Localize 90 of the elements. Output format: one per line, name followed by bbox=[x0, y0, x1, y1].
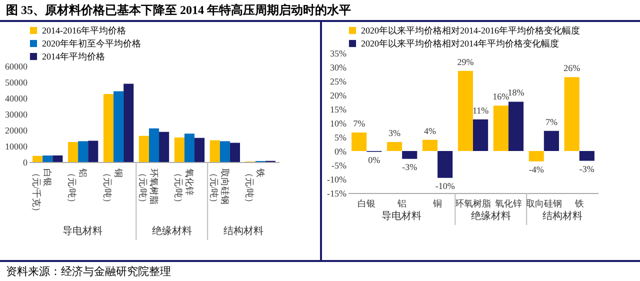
data-label: 7% bbox=[353, 118, 366, 129]
y-tick-label: -15% bbox=[327, 188, 347, 198]
bar bbox=[422, 140, 438, 151]
legend-label: 2014年平均价格 bbox=[42, 52, 105, 62]
x-tick-label: 铜（元/吨） bbox=[102, 168, 124, 208]
bar bbox=[402, 151, 418, 159]
bar bbox=[103, 94, 114, 162]
bar bbox=[220, 141, 230, 162]
bar bbox=[68, 142, 78, 162]
data-label: -3% bbox=[579, 164, 595, 174]
bar bbox=[194, 138, 205, 162]
bar bbox=[230, 142, 240, 162]
y-tick-label: 20000 bbox=[5, 126, 28, 136]
bar bbox=[579, 151, 594, 161]
bar bbox=[174, 138, 184, 162]
y-tick-label: 20% bbox=[330, 90, 347, 100]
bar bbox=[124, 84, 134, 162]
legend-label: 2014-2016年平均价格 bbox=[42, 26, 126, 36]
x-tick-label: 铁（元/吨） bbox=[244, 168, 266, 208]
data-label: 26% bbox=[564, 63, 581, 74]
data-label: 18% bbox=[508, 88, 525, 98]
data-label: -10% bbox=[435, 180, 456, 191]
y-tick-label: 5% bbox=[334, 132, 347, 142]
bar bbox=[508, 102, 524, 151]
x-tick-label: 取向硅钢 bbox=[526, 198, 562, 208]
bar bbox=[138, 136, 149, 162]
text: 结构材料 bbox=[542, 210, 582, 222]
data-label: 29% bbox=[457, 56, 474, 67]
bar bbox=[528, 151, 544, 162]
text: 导电材料 bbox=[62, 225, 103, 237]
text: 资料来源：经济与金融研究院整理 bbox=[0, 260, 640, 281]
bar bbox=[114, 91, 124, 162]
bar bbox=[210, 140, 220, 162]
bar bbox=[78, 141, 88, 162]
bar bbox=[148, 128, 160, 162]
data-label: 4% bbox=[424, 126, 437, 136]
x-tick-label: 环氧树脂（元/吨） bbox=[138, 168, 159, 208]
data-label: 0% bbox=[368, 154, 381, 165]
y-tick-label: 30000 bbox=[5, 110, 28, 120]
data-label: 11% bbox=[472, 105, 490, 116]
data-label: 16% bbox=[492, 92, 510, 102]
chart-title: 图 35、原材料价格已基本下降至 2014 年特高压周期启动时的水平 bbox=[0, 0, 640, 22]
bar bbox=[458, 70, 473, 151]
bar bbox=[544, 130, 559, 151]
y-tick-label: 10% bbox=[330, 118, 347, 128]
x-tick-label: 取向硅钢（元/吨） bbox=[208, 168, 230, 208]
y-tick-label: -10% bbox=[327, 174, 347, 184]
x-tick-label: 铝（元/吨） bbox=[67, 168, 88, 208]
bar bbox=[88, 140, 98, 162]
x-tick-label: 环氧树脂 bbox=[455, 198, 491, 208]
x-tick-label: 白银 bbox=[358, 198, 376, 208]
legend-label: 2020年以来平均价格相对2014-2016年平均价格变化幅度 bbox=[361, 26, 580, 36]
x-tick-label: 氧化锌 bbox=[494, 198, 522, 208]
x-tick-label: 铜 bbox=[432, 198, 442, 208]
bar bbox=[493, 106, 508, 151]
bar bbox=[159, 132, 170, 162]
y-tick-label: 40000 bbox=[5, 94, 28, 104]
bar bbox=[473, 119, 488, 151]
y-tick-label: 30% bbox=[330, 62, 347, 72]
x-tick-label: 白银（元/千克） bbox=[32, 168, 53, 216]
y-tick-label: 10000 bbox=[5, 142, 28, 152]
bar bbox=[387, 142, 402, 151]
y-tick-label: 25% bbox=[330, 76, 347, 86]
y-tick-label: 0% bbox=[334, 146, 347, 156]
y-tick-label: 50000 bbox=[5, 78, 28, 88]
bar bbox=[32, 156, 43, 162]
x-tick-label: 氧化锌（元/吨） bbox=[173, 168, 194, 208]
text: 绝缘材料 bbox=[470, 210, 511, 222]
x-tick-label: 铝 bbox=[396, 198, 407, 208]
bar bbox=[42, 155, 53, 162]
x-tick-label: 铁 bbox=[574, 198, 584, 208]
data-label: 3% bbox=[388, 128, 402, 138]
y-tick-label: 15% bbox=[330, 104, 347, 114]
data-label: -3% bbox=[402, 162, 418, 172]
legend-label: 2020年年初至今平均价格 bbox=[42, 38, 141, 48]
data-label: -4% bbox=[528, 164, 544, 174]
y-tick-label: 60000 bbox=[5, 62, 28, 72]
bar bbox=[52, 155, 63, 162]
text: 导电材料 bbox=[382, 210, 422, 222]
data-label: 7% bbox=[545, 116, 558, 127]
bar bbox=[184, 134, 194, 162]
bar bbox=[564, 77, 580, 151]
y-tick-label: -5% bbox=[332, 160, 347, 170]
text: 绝缘材料 bbox=[152, 225, 192, 237]
legend-label: 2020年以来平均价格相对2014年平均价格变化幅度 bbox=[361, 38, 559, 48]
y-tick-label: 35% bbox=[330, 48, 347, 58]
bar bbox=[352, 132, 367, 151]
y-tick-label: 0 bbox=[23, 158, 28, 168]
text: 结构材料 bbox=[223, 225, 264, 237]
bar bbox=[438, 151, 453, 178]
